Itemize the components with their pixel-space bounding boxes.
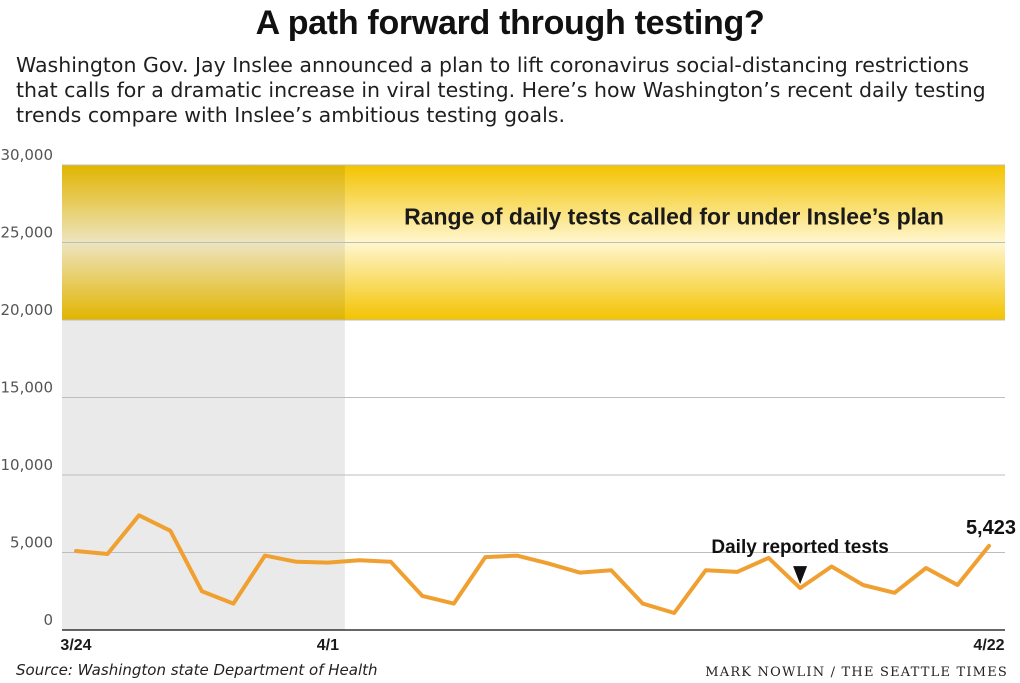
credit-line: MARK NOWLIN / THE SEATTLE TIMES <box>705 665 1008 680</box>
x-tick-label: 3/24 <box>60 637 91 654</box>
y-tick-label: 5,000 <box>10 534 53 552</box>
y-tick-label: 25,000 <box>1 224 54 242</box>
x-tick-label: 4/1 <box>317 637 339 654</box>
x-tick-label: 4/22 <box>973 637 1004 654</box>
source-note: Source: Washington state Department of H… <box>16 661 378 679</box>
y-tick-label: 20,000 <box>1 301 54 319</box>
y-tick-label: 30,000 <box>1 146 54 164</box>
annotation-pointer <box>793 566 808 585</box>
y-tick-label: 15,000 <box>1 379 54 397</box>
chart-title: A path forward through testing? <box>255 4 765 42</box>
band-label: Range of daily tests called for under In… <box>404 204 944 230</box>
y-tick-label: 10,000 <box>1 456 54 474</box>
y-tick-label: 0 <box>43 611 53 629</box>
chart-subtitle: Washington Gov. Jay Inslee announced a p… <box>16 53 986 127</box>
series-line-daily-tests <box>74 513 991 615</box>
annotation-last-value: 5,423 <box>966 517 1016 539</box>
annotation-daily-tests: Daily reported tests <box>711 537 888 558</box>
